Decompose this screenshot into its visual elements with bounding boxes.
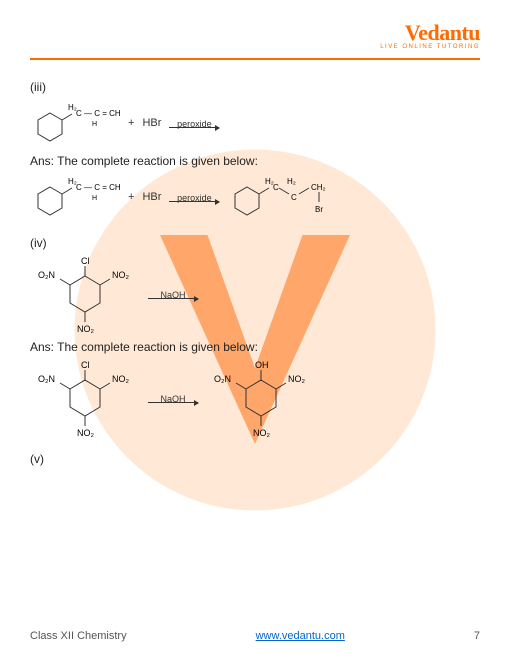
- svg-text:CH₂: CH₂: [311, 183, 326, 192]
- trinitro-chlorobenzene-icon: Cl O₂N NO₂ NO₂: [30, 254, 140, 334]
- svg-text:NO₂: NO₂: [77, 324, 95, 334]
- svg-text:H₂: H₂: [287, 177, 296, 186]
- reagent-hbr-2: HBr: [142, 191, 161, 203]
- reaction-arrow: NaOH: [148, 290, 198, 299]
- svg-text:H: H: [92, 121, 97, 128]
- svg-text:Cl: Cl: [81, 360, 90, 370]
- reaction-iv-answer: Cl O₂N NO₂ NO₂ NaOH OH O₂N NO₂ NO₂: [30, 358, 480, 438]
- svg-text:O₂N: O₂N: [38, 374, 55, 384]
- reaction-arrow: NaOH: [148, 394, 198, 403]
- svg-text:OH: OH: [255, 360, 269, 370]
- reaction-iv-question: Cl O₂N NO₂ NO₂ NaOH: [30, 254, 480, 334]
- svg-text:NO₂: NO₂: [253, 428, 271, 438]
- section-label-iv: (iv): [30, 236, 480, 250]
- section-v: (v): [30, 452, 480, 466]
- benzene-allyl-icon: H₂ C — C = CH₂ H: [30, 98, 120, 148]
- footer-link[interactable]: www.vedantu.com: [256, 630, 345, 642]
- brand-tagline: LIVE ONLINE TUTORING: [380, 44, 480, 50]
- plus-sign: +: [128, 117, 134, 129]
- footer-left: Class XII Chemistry: [30, 630, 127, 642]
- svg-text:C — C = CH₂: C — C = CH₂: [76, 109, 120, 118]
- section-iii: (iii) H₂ C — C = CH₂ H + HBr peroxide An…: [30, 80, 480, 222]
- answer-text-iii: Ans: The complete reaction is given belo…: [30, 154, 480, 168]
- trinitro-chlorobenzene-icon: Cl O₂N NO₂ NO₂: [30, 358, 140, 438]
- svg-text:NO₂: NO₂: [288, 374, 306, 384]
- svg-text:Cl: Cl: [81, 256, 90, 266]
- page-content: (iii) H₂ C — C = CH₂ H + HBr peroxide An…: [30, 80, 480, 466]
- svg-text:H: H: [92, 195, 97, 202]
- svg-text:O₂N: O₂N: [214, 374, 231, 384]
- plus-sign: +: [128, 191, 134, 203]
- reaction-iii-answer: H₂ C — C = CH₂ H + HBr peroxide H₂C H₂C: [30, 172, 480, 222]
- svg-text:Br: Br: [315, 205, 323, 214]
- svg-text:NO₂: NO₂: [112, 270, 130, 280]
- header-rule: [30, 58, 480, 60]
- answer-text-iv: Ans: The complete reaction is given belo…: [30, 340, 480, 354]
- trinitro-phenol-icon: OH O₂N NO₂ NO₂: [206, 358, 316, 438]
- page-header: Vedantu LIVE ONLINE TUTORING: [30, 20, 480, 50]
- benzene-allyl-icon: H₂ C — C = CH₂ H: [30, 172, 120, 222]
- svg-text:O₂N: O₂N: [38, 270, 55, 280]
- reaction-arrow: peroxide: [169, 119, 219, 128]
- reaction-arrow: peroxide: [169, 193, 219, 202]
- reagent-hbr: HBr: [142, 117, 161, 129]
- section-label-v: (v): [30, 452, 480, 466]
- brand-name: Vedantu: [380, 20, 480, 46]
- page-footer: Class XII Chemistry www.vedantu.com 7: [30, 630, 480, 642]
- svg-text:C: C: [273, 183, 279, 192]
- svg-text:C: C: [291, 193, 297, 202]
- footer-page: 7: [474, 630, 480, 642]
- brand-logo: Vedantu LIVE ONLINE TUTORING: [380, 20, 480, 50]
- svg-text:NO₂: NO₂: [112, 374, 130, 384]
- section-label: (iii): [30, 80, 480, 94]
- benzene-propyl-br-icon: H₂C H₂C CH₂ Br: [227, 172, 337, 222]
- svg-text:NO₂: NO₂: [77, 428, 95, 438]
- svg-text:C — C = CH₂: C — C = CH₂: [76, 183, 120, 192]
- section-iv: (iv) Cl O₂N NO₂ NO₂ NaOH Ans: The comple…: [30, 236, 480, 438]
- reaction-iii-question: H₂ C — C = CH₂ H + HBr peroxide: [30, 98, 480, 148]
